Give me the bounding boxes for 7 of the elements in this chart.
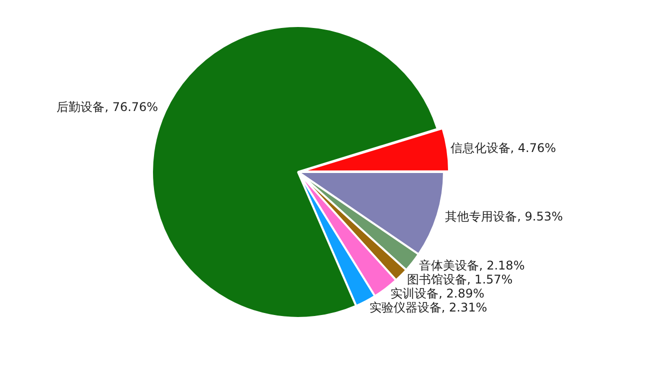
slice-label: 实训设备, 2.89% [390, 286, 484, 301]
slice-label: 实验仪器设备, 2.31% [369, 300, 488, 315]
slice-label: 信息化设备, 4.76% [450, 141, 556, 156]
slice-label: 图书馆设备, 1.57% [406, 272, 513, 287]
slice-label: 后勤设备, 76.76% [56, 100, 158, 114]
slice-label: 音体美设备, 2.18% [418, 258, 525, 273]
slice-label: 其他专用设备, 9.53% [445, 210, 563, 224]
